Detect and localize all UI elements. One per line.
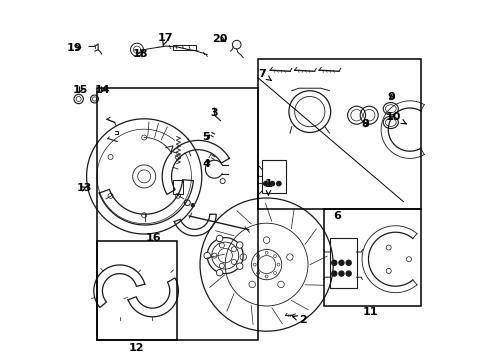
Circle shape [278, 281, 284, 288]
Bar [324, 209, 421, 306]
Text: 13: 13 [76, 183, 92, 193]
Circle shape [253, 263, 256, 266]
Circle shape [270, 181, 274, 186]
Text: 17: 17 [158, 33, 173, 46]
Text: 5: 5 [203, 132, 210, 142]
Bar [98, 241, 176, 340]
Text: 20: 20 [212, 33, 227, 44]
Bar [330, 238, 357, 288]
Text: 1: 1 [265, 179, 272, 195]
Circle shape [237, 242, 243, 248]
Circle shape [212, 253, 217, 258]
Circle shape [273, 271, 276, 274]
Circle shape [217, 235, 223, 242]
Circle shape [386, 245, 391, 250]
Circle shape [257, 255, 260, 258]
Bar [262, 160, 286, 193]
Circle shape [142, 213, 147, 218]
Text: 2: 2 [293, 315, 306, 325]
Circle shape [265, 251, 268, 254]
Circle shape [74, 94, 83, 104]
Circle shape [108, 154, 113, 159]
Circle shape [108, 193, 113, 198]
Text: 7: 7 [258, 69, 271, 80]
Text: 9: 9 [388, 92, 395, 102]
Circle shape [287, 254, 293, 260]
Circle shape [346, 271, 351, 276]
Circle shape [204, 252, 210, 259]
Text: 6: 6 [333, 211, 341, 221]
Text: 12: 12 [128, 343, 144, 353]
Circle shape [185, 200, 190, 206]
Text: 8: 8 [362, 119, 369, 129]
Circle shape [220, 243, 224, 248]
Bar [258, 59, 421, 209]
Circle shape [332, 271, 337, 276]
Text: 19: 19 [67, 42, 82, 53]
Circle shape [231, 247, 237, 252]
Text: 11: 11 [363, 307, 378, 317]
Circle shape [386, 268, 391, 273]
Circle shape [142, 135, 147, 140]
Text: 10: 10 [386, 112, 406, 124]
Bar [98, 88, 258, 340]
Circle shape [332, 260, 337, 265]
Circle shape [91, 95, 98, 103]
Text: 18: 18 [133, 49, 148, 59]
Circle shape [240, 254, 246, 260]
Circle shape [217, 270, 223, 276]
Text: 15: 15 [73, 85, 88, 95]
Text: 3: 3 [211, 108, 218, 118]
Circle shape [249, 281, 255, 288]
Bar [173, 45, 196, 50]
Circle shape [263, 237, 270, 243]
Circle shape [220, 264, 224, 269]
Circle shape [277, 263, 280, 266]
Circle shape [407, 257, 412, 262]
Circle shape [220, 179, 225, 184]
Circle shape [237, 263, 243, 269]
Circle shape [231, 260, 237, 265]
Text: 4: 4 [202, 159, 210, 169]
Circle shape [264, 181, 268, 186]
Circle shape [273, 255, 276, 258]
Text: 14: 14 [95, 85, 110, 95]
Circle shape [191, 203, 195, 207]
Circle shape [277, 181, 281, 186]
Circle shape [265, 275, 268, 278]
Circle shape [339, 271, 344, 276]
Circle shape [346, 260, 351, 265]
Bar [173, 180, 183, 194]
Circle shape [175, 154, 180, 159]
Text: 16: 16 [146, 233, 161, 243]
Circle shape [257, 271, 260, 274]
Circle shape [339, 260, 344, 265]
Circle shape [175, 193, 180, 198]
